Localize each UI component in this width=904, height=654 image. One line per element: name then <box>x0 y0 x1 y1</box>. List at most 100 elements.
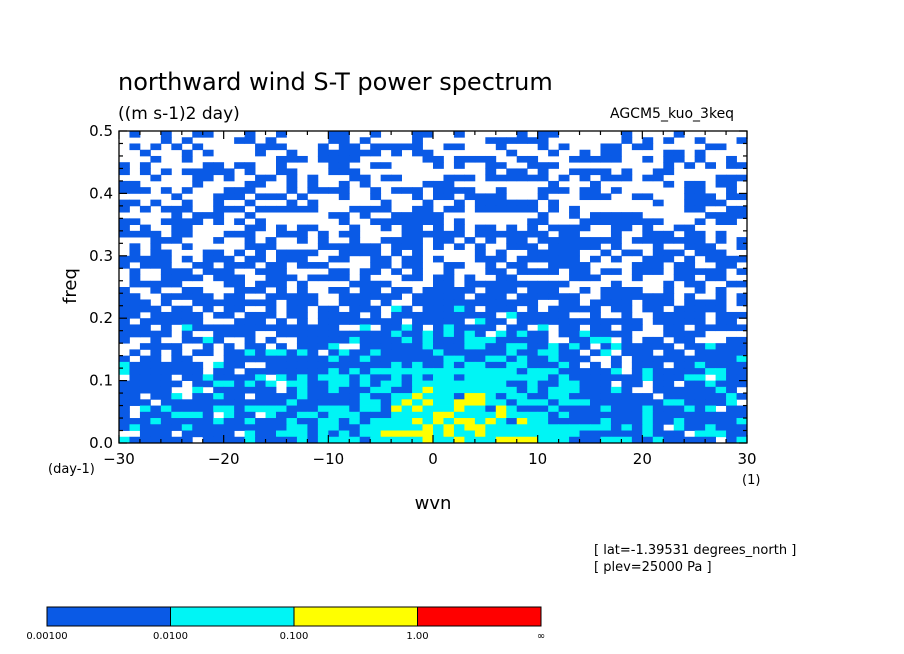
spectrum-cell <box>558 380 570 388</box>
spectrum-cell <box>328 368 340 375</box>
spectrum-cell <box>401 380 413 388</box>
spectrum-cell <box>736 368 748 375</box>
spectrum-cell <box>610 430 622 438</box>
spectrum-cell <box>621 418 633 425</box>
spectrum-cell <box>338 255 350 263</box>
spectrum-cell <box>621 399 633 406</box>
spectrum-cell <box>391 436 402 444</box>
spectrum-cell <box>244 137 256 144</box>
spectrum-cell <box>401 243 413 250</box>
spectrum-cell <box>579 336 591 344</box>
spectrum-cell <box>244 430 256 438</box>
spectrum-cell <box>610 280 622 288</box>
spectrum-cell <box>265 193 277 201</box>
spectrum-cell <box>338 330 350 338</box>
spectrum-cell <box>338 243 350 250</box>
spectrum-cell <box>464 361 476 369</box>
spectrum-cell <box>265 355 277 363</box>
spectrum-cell <box>705 243 716 250</box>
spectrum-cell <box>705 380 716 388</box>
spectrum-cell <box>453 305 465 313</box>
spectrum-cell <box>380 143 392 151</box>
spectrum-cell <box>558 424 570 431</box>
spectrum-cell <box>726 393 737 400</box>
spectrum-cell <box>684 299 696 307</box>
spectrum-cell <box>642 399 654 406</box>
spectrum-cell <box>213 199 225 207</box>
spectrum-cell <box>527 330 539 338</box>
spectrum-cell <box>171 224 183 232</box>
spectrum-cell <box>171 230 183 238</box>
spectrum-cell <box>579 187 591 194</box>
spectrum-cell <box>495 349 507 357</box>
spectrum-cell <box>579 436 591 444</box>
spectrum-cell <box>715 411 727 419</box>
spectrum-cell <box>495 386 507 394</box>
spectrum-cell <box>129 143 141 151</box>
spectrum-cell <box>506 224 518 232</box>
spectrum-cell <box>317 311 329 319</box>
spectrum-cell <box>171 380 183 388</box>
spectrum-cell <box>453 424 465 431</box>
spectrum-cell <box>673 424 685 431</box>
spectrum-cell <box>359 386 371 394</box>
spectrum-cell <box>296 255 308 263</box>
spectrum-cell <box>307 405 319 413</box>
spectrum-cell <box>453 343 465 350</box>
spectrum-cell <box>652 318 664 325</box>
spectrum-cell <box>726 368 737 375</box>
spectrum-cell <box>610 268 622 275</box>
spectrum-cell <box>307 349 319 357</box>
spectrum-cell <box>119 311 130 319</box>
spectrum-cell <box>328 268 340 275</box>
spectrum-cell <box>443 399 455 406</box>
spectrum-cell <box>380 299 392 307</box>
spectrum-cell <box>705 386 716 394</box>
spectrum-cell <box>684 411 696 419</box>
spectrum-cell <box>610 343 622 350</box>
spectrum-cell <box>506 343 518 350</box>
spectrum-cell <box>694 193 706 201</box>
spectrum-cell <box>181 411 193 419</box>
spectrum-cell <box>663 405 675 413</box>
spectrum-cell <box>433 436 444 444</box>
spectrum-cell <box>181 274 193 282</box>
spectrum-cell <box>443 355 455 363</box>
spectrum-cell <box>286 311 298 319</box>
spectrum-cell <box>485 205 497 213</box>
spectrum-cell <box>537 293 549 300</box>
spectrum-cell <box>590 299 601 307</box>
spectrum-cell <box>485 349 497 357</box>
spectrum-cell <box>684 237 696 244</box>
spectrum-cell <box>652 268 664 275</box>
colorbar-segment <box>170 606 295 627</box>
spectrum-cell <box>694 287 706 294</box>
spectrum-cell <box>422 318 434 325</box>
spectrum-cell <box>129 299 141 307</box>
spectrum-cell <box>380 405 392 413</box>
spectrum-cell <box>684 361 696 369</box>
spectrum-cell <box>244 424 256 431</box>
spectrum-cell <box>328 386 340 394</box>
spectrum-cell <box>443 274 455 282</box>
spectrum-cell <box>412 311 423 319</box>
spectrum-cell <box>663 155 675 163</box>
spectrum-cell <box>349 243 361 250</box>
spectrum-cell <box>255 174 266 182</box>
spectrum-cell <box>694 218 706 225</box>
spectrum-cell <box>380 237 392 244</box>
spectrum-cell <box>328 187 340 194</box>
spectrum-cell <box>652 255 664 263</box>
spectrum-cell <box>380 380 392 388</box>
chart-subtitle: ((m s-1)2 day) <box>118 104 240 124</box>
spectrum-cell <box>401 374 413 381</box>
spectrum-cell <box>642 418 654 425</box>
spectrum-cell <box>548 287 559 294</box>
spectrum-cell <box>244 374 256 381</box>
spectrum-cell <box>453 430 465 438</box>
spectrum-cell <box>171 268 183 275</box>
spectrum-cell <box>495 405 507 413</box>
spectrum-cell <box>694 187 706 194</box>
spectrum-cell <box>579 374 591 381</box>
spectrum-cell <box>736 355 748 363</box>
